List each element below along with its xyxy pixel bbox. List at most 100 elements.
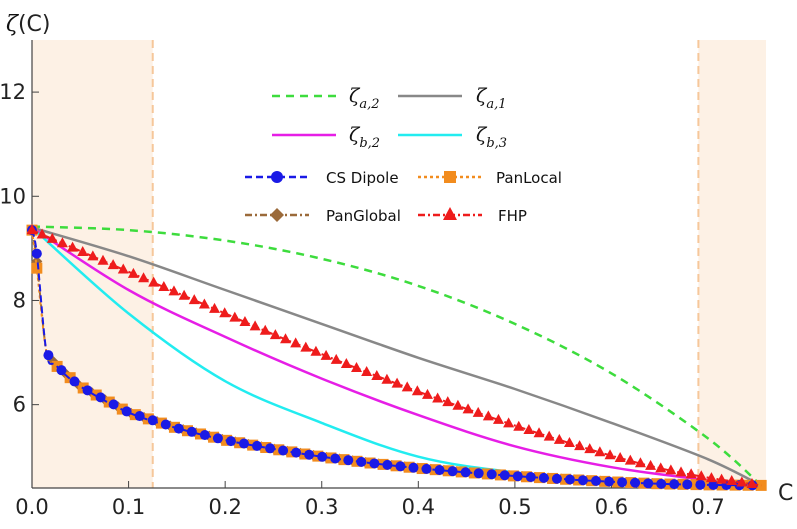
legend-label-panlocal: PanLocal [496, 169, 562, 187]
legend-label-zeta-a1: ζa,1 [476, 85, 506, 112]
marker-cs_dipole [82, 385, 93, 396]
marker-cs_dipole [551, 473, 562, 484]
y-axis-label: ζ(C) [6, 12, 50, 37]
x-tick-label: 0.3 [305, 495, 338, 519]
x-tick-label: 0.2 [208, 495, 241, 519]
shaded-regions [32, 40, 766, 488]
marker-fhp [746, 478, 758, 489]
legend-label-zeta-b3: ζb,3 [476, 124, 507, 151]
marker-fhp [46, 232, 58, 243]
x-tick-label: 0.1 [112, 495, 145, 519]
marker-fhp [411, 385, 423, 396]
marker-fhp [482, 410, 494, 421]
marker-fhp [726, 475, 738, 486]
marker-cs_dipole [669, 479, 680, 490]
marker-cs_dipole [421, 463, 432, 474]
marker-cs_dipole [199, 430, 210, 441]
y-tick-label: 8 [13, 288, 26, 312]
marker-cs_dipole [31, 248, 42, 259]
marker-fhp [421, 388, 433, 399]
marker-cs_dipole [330, 453, 341, 464]
marker-fhp [361, 366, 373, 377]
marker-cs_dipole [630, 477, 641, 488]
marker-cs_dipole [408, 462, 419, 473]
marker-fhp [219, 307, 231, 318]
marker-fhp [462, 403, 474, 414]
x-tick-label: 0.0 [15, 495, 48, 519]
marker-fhp [310, 345, 322, 356]
marker-fhp [655, 462, 667, 473]
marker-cs_dipole [564, 474, 575, 485]
legend-label-zeta-a2: ζa,2 [349, 85, 379, 112]
legend-marker-cs-dipole [271, 171, 283, 183]
marker-cs_dipole [317, 451, 328, 462]
marker-fhp [239, 316, 251, 327]
legend-marker-panglobal [270, 208, 284, 222]
marker-cs_dipole [278, 445, 289, 456]
shaded-region [32, 40, 153, 488]
curve-zeta_b2 [31, 226, 762, 487]
marker-cs_dipole [343, 455, 354, 466]
marker-fhp [503, 417, 515, 428]
marker-fhp [269, 329, 281, 340]
marker-cs_dipole [43, 350, 54, 361]
marker-fhp [533, 427, 545, 438]
marker-fhp [614, 451, 626, 462]
y-tick-label: 6 [13, 393, 26, 417]
x-axis-label: C [778, 481, 793, 506]
marker-cs_dipole [604, 476, 615, 487]
marker-fhp [624, 454, 636, 465]
marker-fhp [563, 437, 575, 448]
marker-fhp [198, 298, 210, 309]
legend-label-fhp: FHP [498, 207, 527, 225]
marker-fhp [523, 424, 535, 435]
marker-fhp [371, 369, 383, 380]
legend-label-panglobal: PanGlobal [326, 207, 401, 225]
marker-fhp [36, 228, 48, 239]
marker-cs_dipole [160, 419, 171, 430]
marker-cs_dipole [525, 472, 536, 483]
marker-cs_dipole [577, 475, 588, 486]
marker-cs_dipole [695, 479, 706, 490]
marker-fhp [97, 254, 109, 265]
marker-cs_dipole [369, 458, 380, 469]
marker-cs_dipole [512, 471, 523, 482]
marker-fhp [442, 396, 454, 407]
marker-fhp [634, 457, 646, 468]
marker-cs_dipole [591, 475, 602, 486]
marker-cs_dipole [252, 440, 263, 451]
marker-fhp [148, 276, 160, 287]
marker-cs_dipole [382, 459, 393, 470]
marker-fhp [178, 289, 190, 300]
curve-zeta_a1 [31, 226, 762, 487]
marker-cs_dipole [212, 433, 223, 444]
x-tick-label: 0.6 [595, 495, 628, 519]
y-tick-label: 12 [0, 80, 26, 104]
marker-cs_dipole [56, 365, 67, 376]
marker-fhp [107, 259, 119, 270]
marker-fhp [574, 440, 586, 451]
curve-zeta_a2 [31, 225, 763, 487]
marker-fhp [553, 433, 565, 444]
marker-fhp [117, 263, 129, 274]
marker-cs_dipole [69, 376, 80, 387]
marker-fhp [645, 459, 657, 470]
marker-cs_dipole [499, 470, 510, 481]
marker-cs_dipole [147, 415, 158, 426]
ticks: 0.0 0.1 0.2 0.3 0.4 0.5 0.6 0.7 6 8 10 12 [0, 80, 725, 519]
marker-fhp [685, 468, 697, 479]
marker-fhp [320, 349, 332, 360]
marker-cs_dipole [134, 411, 145, 422]
marker-fhp [300, 341, 312, 352]
marker-fhp [584, 443, 596, 454]
marker-cs_dipole [656, 478, 667, 489]
legend-label-zeta-b2: ζb,2 [349, 124, 380, 151]
marker-fhp [472, 406, 484, 417]
marker-fhp [736, 476, 748, 487]
marker-cs_dipole [95, 392, 106, 403]
marker-cs_dipole [265, 443, 276, 454]
marker-fhp [340, 357, 352, 368]
marker-cs_dipole [121, 406, 132, 417]
marker-fhp [127, 267, 139, 278]
theory-curves [31, 225, 763, 487]
